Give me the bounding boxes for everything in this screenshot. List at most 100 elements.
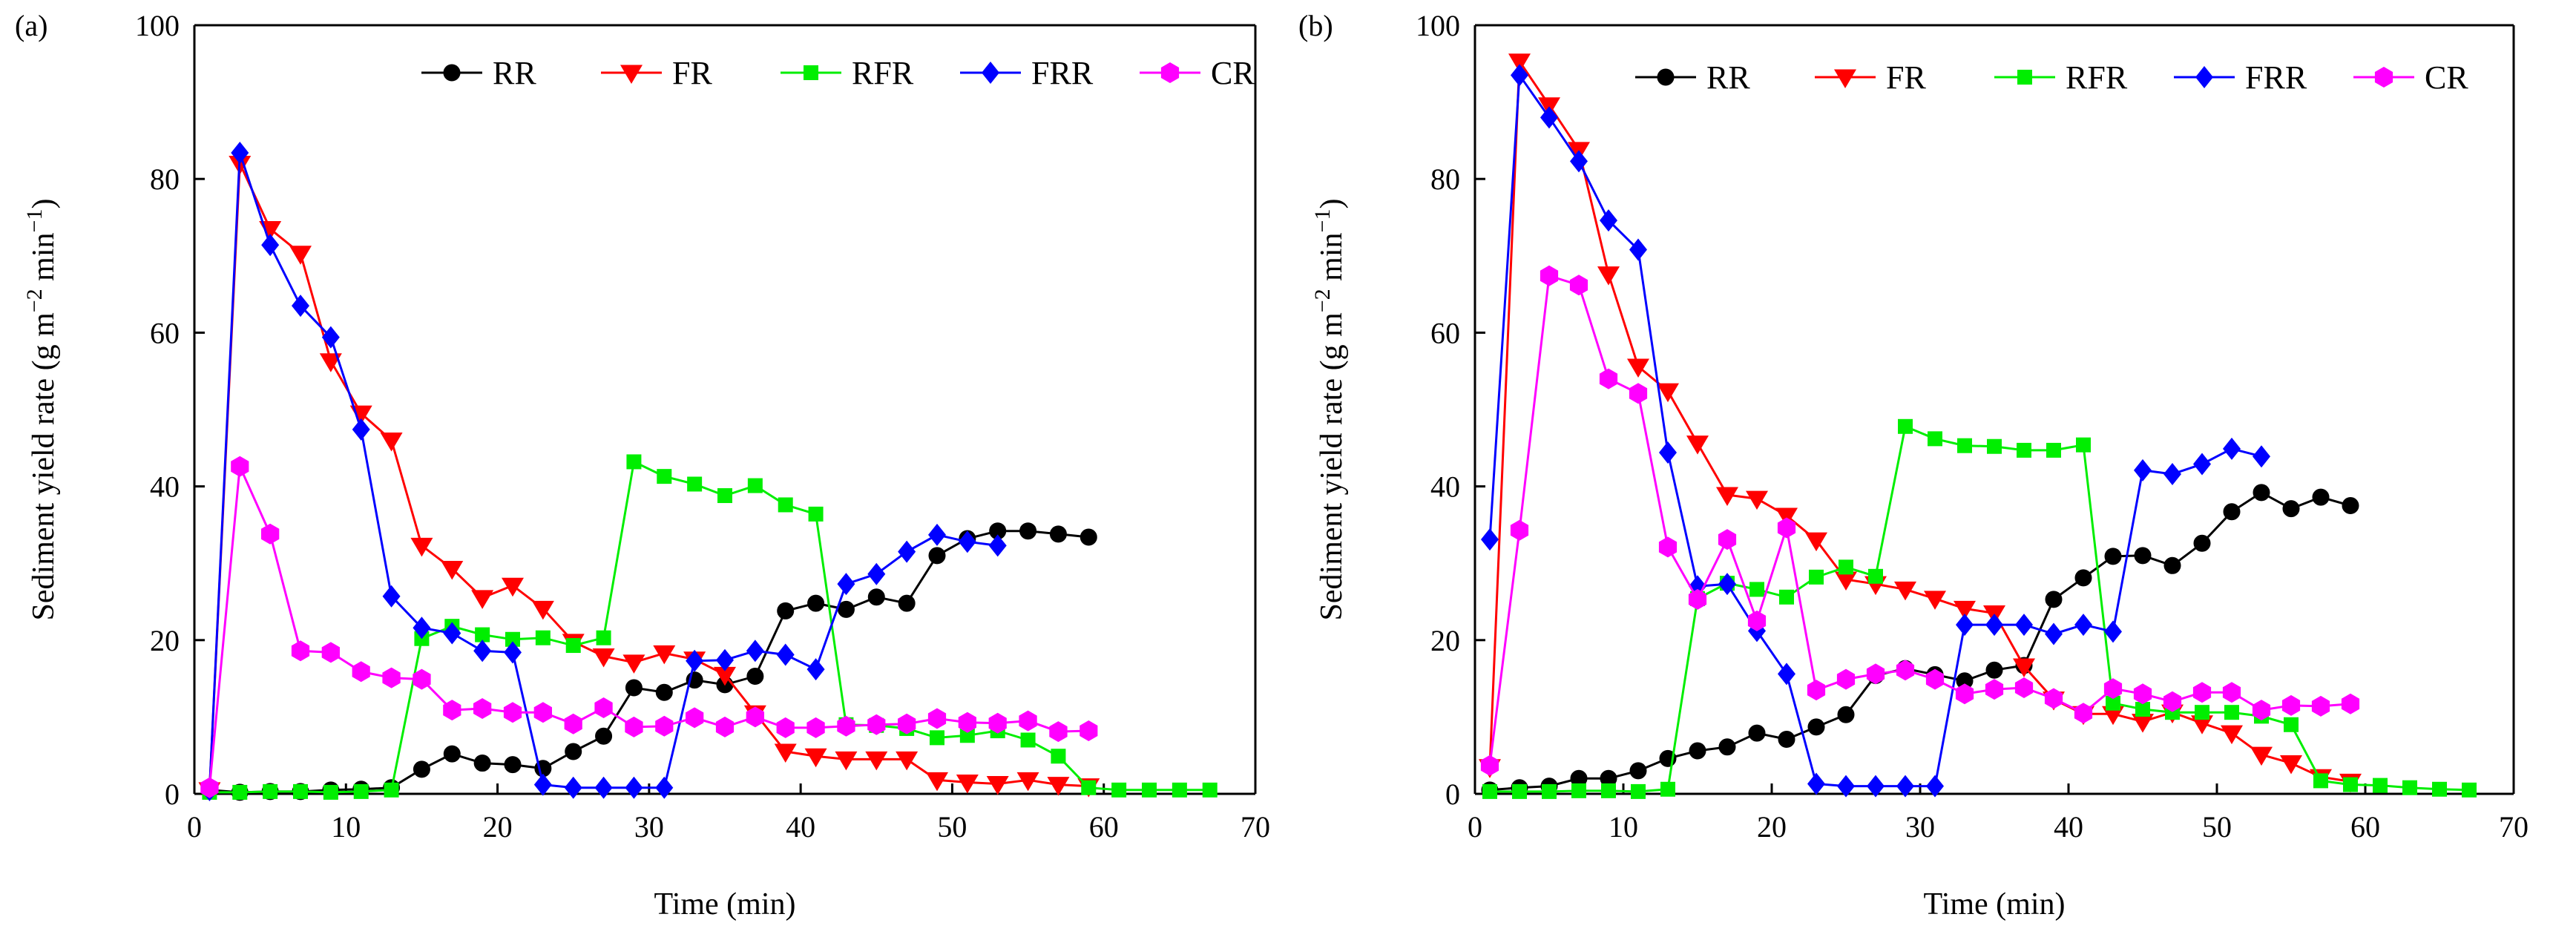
panel-a-legend-marker-rr <box>443 64 461 82</box>
panel-a-series-rfr-point <box>505 631 520 647</box>
panel-a-y-axis-title-part: −1 <box>22 209 47 233</box>
panel-b-x-tick-label: 50 <box>2202 810 2232 844</box>
panel-b-series-frr-point <box>1511 64 1528 87</box>
panel-a-x-tick-label: 0 <box>187 810 202 844</box>
panel-b-series-fr-point <box>1894 581 1916 601</box>
panel-a-series-fr-point <box>441 560 464 580</box>
panel-b-y-tick-label: 100 <box>1416 9 1460 42</box>
panel-b-series-frr-point <box>2163 463 2181 486</box>
panel-b-series-cr-point <box>1718 529 1737 550</box>
panel-a-series-frr-point <box>594 776 613 799</box>
panel-a-legend-marker-cr <box>1160 62 1180 83</box>
panel-a-series-cr-point <box>473 698 492 719</box>
panel-b-series-fr-point <box>1775 507 1798 527</box>
panel-a-y-axis-title-part: ) <box>27 199 61 209</box>
panel-a-series-cr-point <box>291 640 310 662</box>
panel-b-series-cr-point <box>2252 700 2271 721</box>
panel-a-x-tick-label: 20 <box>483 810 513 844</box>
panel-b-series-fr-point <box>1924 591 1946 610</box>
panel-b-series-fr-point <box>2221 725 2243 745</box>
panel-a-legend-label-frr: FRR <box>1031 55 1094 91</box>
panel-b-series-frr-point <box>1718 573 1736 596</box>
panel-b-series-rfr-point <box>2402 780 2417 795</box>
panel-a-series-rr-point <box>595 727 613 745</box>
panel-b-x-tick-label: 20 <box>1757 810 1787 844</box>
panel-a-series-cr-point <box>382 667 401 688</box>
panel-a-series-fr-point <box>531 600 554 620</box>
panel-b-series-cr-point <box>2133 683 2152 705</box>
panel-b-series-rfr-point <box>2017 442 2031 458</box>
panel-a-series-frr-point <box>231 141 249 164</box>
panel-a-series-rr-point <box>655 683 673 701</box>
panel-b-legend-marker-rr <box>1657 68 1675 86</box>
panel-b-series-fr-point <box>2191 715 2213 734</box>
panel-a-series-rfr-point <box>596 630 611 645</box>
panel-b-series-rr-point <box>1837 706 1855 723</box>
panel-b-legend-item-rfr: RFR <box>1994 59 2128 96</box>
panel-a-series-frr-point <box>898 540 916 563</box>
panel-b-x-tick-label: 70 <box>2499 810 2529 844</box>
panel-b-series-frr-point <box>1926 775 1944 798</box>
panel-b-y-axis-title-part: Sediment yield rate (g m <box>1315 312 1349 621</box>
panel-a-series-cr-point <box>564 713 582 734</box>
panel-b-legend: RR FR RFR FRR CR <box>1635 59 2468 96</box>
panel-b-series-cr-point <box>1480 755 1499 776</box>
panel-a-legend-marker-fr <box>620 65 643 84</box>
panel-b-legend-marker-cr <box>2374 67 2393 88</box>
panel-a-series-frr-point <box>867 562 886 585</box>
panel-b-series-rfr-point <box>2135 702 2150 717</box>
panel-a-series-rfr-point <box>535 630 551 645</box>
panel-a-y-tick-label: 0 <box>165 778 180 811</box>
panel-a-series-rr-point <box>565 743 582 760</box>
panel-a-series-frr-point <box>413 617 431 640</box>
panel-a-series-rr-point <box>867 588 885 606</box>
panel-a-series-rfr-point <box>384 782 399 798</box>
panel-b-series-fr-point <box>1805 532 1827 552</box>
panel-a-series-rfr-point <box>293 783 308 799</box>
panel-b-series-rfr-point <box>2343 777 2358 792</box>
panel-b-series-rr <box>1481 484 2359 799</box>
panel-b-series-rfr-line <box>1490 424 2470 793</box>
panel-a-series-cr-line <box>208 461 1089 788</box>
panel-a-series-rfr-point <box>778 497 793 513</box>
panel-b-series-rfr-point <box>1601 783 1616 798</box>
panel-a-x-tick-label: 50 <box>937 810 967 844</box>
panel-b-legend-item-cr: CR <box>2353 59 2468 96</box>
panel-a-x-tick-label: 10 <box>331 810 361 844</box>
panel-b-x-tick-label: 0 <box>1468 810 1482 844</box>
panel-b-series-cr-point <box>2074 703 2093 724</box>
panel-b-series-rfr-point <box>2284 717 2299 732</box>
panel-a-series-rr-point <box>746 667 764 685</box>
panel-b-series-rfr-point <box>1571 783 1586 798</box>
panel-b-series-rr-point <box>2134 547 2152 565</box>
panel-a-series-rfr-point <box>959 728 975 743</box>
panel-b-series-frr-point <box>1867 775 1885 798</box>
panel-a-series-cr-point <box>443 700 461 721</box>
panel-a-series-frr-point <box>746 640 764 663</box>
panel-b-series-cr-point <box>1807 680 1826 701</box>
panel-b-y-tick-label: 60 <box>1430 316 1460 349</box>
panel-a-series-rr-point <box>807 594 825 612</box>
panel-a-series-cr-point <box>1019 710 1037 732</box>
panel-b-series-rr-point <box>2193 534 2211 552</box>
panel-a-series-rfr-point <box>808 506 824 522</box>
panel-a-series-rfr-point <box>1111 782 1127 798</box>
panel-b-legend-marker-rfr <box>2017 70 2032 85</box>
panel-a-series-rr-point <box>1080 528 1097 546</box>
panel-a-series-fr-point <box>622 654 645 674</box>
panel-b-series-cr-point <box>1688 588 1707 610</box>
panel-b-series-rfr-point <box>1898 418 1913 434</box>
panel-b-series-frr-point <box>2104 620 2122 643</box>
panel-a-series-rr-line <box>209 530 1089 794</box>
panel-b-series-frr-point <box>1570 150 1588 173</box>
panel-b-series-rfr-point <box>2046 442 2061 458</box>
panel-b-series-cr-point <box>2014 677 2034 698</box>
panel-a-legend: RR FR RFR FRR CR <box>421 55 1255 91</box>
panel-a-series-rfr-point <box>323 784 338 800</box>
panel-b-x-axis-title: Time (min) <box>1924 887 2066 921</box>
panel-a-series-fr-point <box>1047 777 1070 796</box>
panel-a-series-cr-point <box>261 523 280 545</box>
panel-a-series-cr-point <box>655 715 674 737</box>
panel-b-series-cr-point <box>2311 695 2330 717</box>
